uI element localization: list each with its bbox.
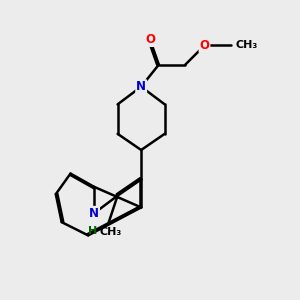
- Text: CH₃: CH₃: [236, 40, 258, 50]
- Text: N: N: [89, 207, 99, 220]
- Text: H: H: [88, 226, 97, 236]
- Text: O: O: [145, 33, 155, 46]
- Text: O: O: [200, 39, 209, 52]
- Text: CH₃: CH₃: [99, 226, 122, 237]
- Text: N: N: [136, 80, 146, 93]
